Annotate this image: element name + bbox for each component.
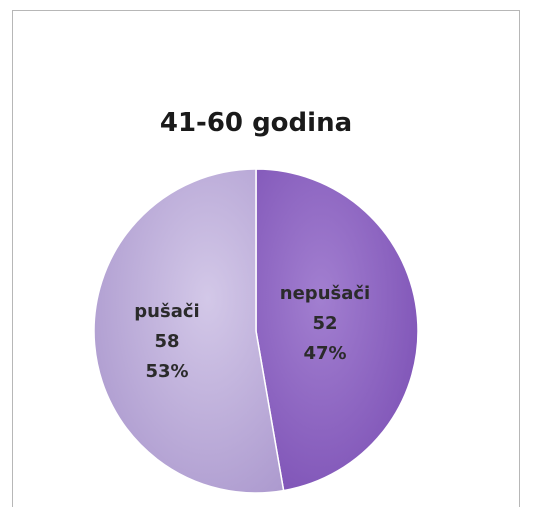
- pie-slices: [93, 168, 419, 494]
- slice-nepusaci: [255, 168, 419, 492]
- chart-frame: 41-60 godina nepušači 52 47% pušači 58 5…: [12, 10, 520, 507]
- slice-1-percent: 53%: [145, 361, 188, 382]
- slice-1-value: 58: [154, 331, 179, 352]
- pie-chart: 41-60 godina nepušači 52 47% pušači 58 5…: [93, 108, 419, 494]
- chart-title: 41-60 godina: [160, 108, 352, 138]
- slice-label-nepusaci: nepušači 52 47%: [280, 283, 370, 364]
- slice-0-value: 52: [312, 313, 337, 334]
- slice-pusaci: [93, 168, 285, 494]
- slice-label-pusaci: pušači 58 53%: [134, 301, 199, 382]
- slice-1-name: pušači: [134, 301, 199, 322]
- slice-0-name: nepušači: [280, 283, 370, 304]
- slice-0-percent: 47%: [303, 343, 346, 364]
